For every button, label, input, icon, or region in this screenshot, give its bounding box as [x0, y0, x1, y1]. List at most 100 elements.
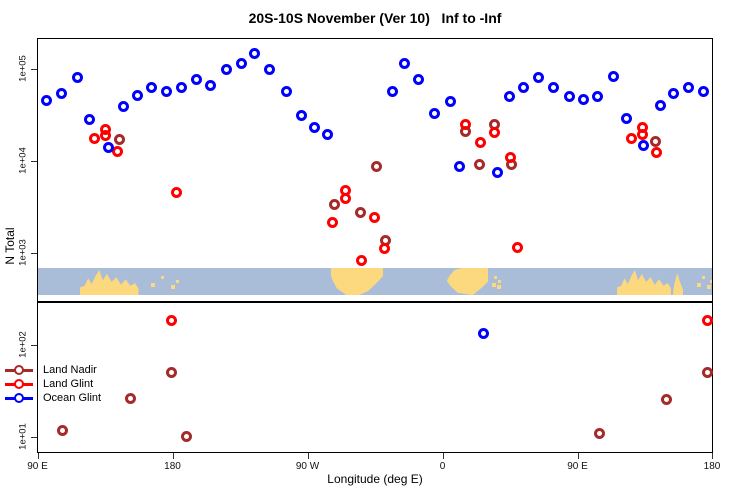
data-point-land-nadir	[701, 366, 713, 378]
data-point-land-glint	[650, 147, 662, 159]
data-point-ocean-glint	[698, 86, 710, 98]
land-patch-islands-west	[150, 282, 155, 287]
data-point-land-nadir	[125, 392, 137, 404]
x-axis-tick-label: 90 E	[567, 461, 588, 472]
data-point-ocean-glint	[71, 72, 83, 84]
data-point-ocean-glint	[668, 88, 680, 100]
y-axis-tick	[30, 344, 37, 346]
data-point-ocean-glint	[578, 93, 590, 105]
data-point-land-glint	[475, 137, 486, 149]
data-point-ocean-glint	[398, 57, 410, 69]
x-axis-tick-label: 180	[164, 461, 181, 472]
land-patch-australia	[80, 270, 139, 296]
data-point-ocean-glint	[413, 74, 425, 86]
legend-label: Land Glint	[43, 378, 94, 390]
legend-item-ocean-glint: Ocean Glint	[5, 391, 101, 405]
y-axis-title: N Total	[3, 227, 17, 265]
legend-item-land-nadir: Land Nadir	[5, 363, 101, 377]
land-patch-africa	[446, 267, 488, 296]
data-point-land-glint	[505, 151, 516, 163]
legend-circle	[14, 379, 24, 389]
data-point-land-glint	[340, 192, 351, 204]
data-point-land-glint	[701, 315, 713, 327]
data-point-land-glint	[326, 217, 338, 229]
data-point-ocean-glint	[236, 57, 248, 69]
y-axis-tick	[30, 160, 37, 162]
data-point-ocean-glint	[518, 82, 530, 94]
land-patch-madagascar	[492, 282, 497, 287]
legend-swatch	[5, 377, 33, 391]
data-point-land-nadir	[166, 366, 177, 378]
data-point-land-nadir	[650, 135, 662, 147]
x-axis-tick	[712, 453, 713, 459]
data-point-ocean-glint	[491, 167, 503, 179]
land-patch-madagascar	[496, 284, 501, 289]
data-point-land-nadir	[371, 161, 383, 173]
land-patch-islands-west	[160, 276, 164, 280]
data-point-land-nadir	[113, 134, 125, 146]
legend-label: Land Nadir	[43, 364, 97, 376]
land-patch-islands-east	[697, 282, 702, 287]
data-point-land-nadir	[661, 394, 672, 406]
data-point-ocean-glint	[118, 101, 129, 113]
data-point-land-glint	[170, 187, 182, 199]
panel-separator-line	[38, 301, 712, 304]
data-point-ocean-glint	[83, 113, 95, 125]
data-point-land-glint	[512, 241, 524, 253]
data-point-ocean-glint	[428, 107, 440, 119]
data-point-ocean-glint	[131, 89, 143, 101]
land-patch-islands-east	[707, 284, 712, 289]
plot-area	[37, 38, 713, 453]
data-point-land-nadir	[56, 425, 68, 437]
data-point-land-glint	[356, 254, 368, 266]
data-point-land-glint	[89, 132, 101, 144]
land-patch-islands-west	[170, 284, 175, 289]
data-point-land-glint	[166, 315, 177, 327]
data-point-ocean-glint	[454, 161, 465, 173]
y-axis-tick-label: 1e+03	[17, 239, 28, 266]
x-axis-tick-label: 0	[439, 461, 446, 472]
land-patch-madagascar	[497, 280, 501, 284]
data-point-ocean-glint	[533, 72, 545, 84]
land-patch-new-guinea	[672, 273, 683, 296]
data-point-ocean-glint	[322, 128, 333, 140]
data-point-ocean-glint	[445, 96, 456, 108]
data-point-ocean-glint	[281, 85, 293, 97]
y-axis-tick-label: 1e+02	[17, 331, 28, 358]
legend-circle	[14, 365, 24, 375]
y-axis-tick-label: 1e+04	[17, 147, 28, 174]
data-point-land-glint	[100, 129, 111, 141]
data-point-land-nadir	[593, 427, 605, 439]
data-point-land-nadir	[181, 431, 192, 443]
world-map-strip	[38, 267, 712, 296]
data-point-ocean-glint	[263, 64, 275, 76]
y-axis-tick	[30, 252, 37, 254]
x-axis-tick-label: 90 E	[27, 461, 48, 472]
data-point-land-glint	[460, 119, 471, 131]
data-point-ocean-glint	[608, 71, 620, 83]
x-axis-title: Longitude (deg E)	[327, 472, 423, 486]
land-patch-islands-east	[710, 280, 712, 284]
legend-swatch	[5, 391, 33, 405]
data-point-ocean-glint	[161, 86, 173, 98]
x-axis-tick	[307, 453, 309, 459]
y-axis-tick-label: 1e+01	[17, 423, 28, 450]
data-point-land-glint	[368, 212, 380, 224]
data-point-ocean-glint	[592, 90, 603, 102]
legend-label: Ocean Glint	[43, 392, 102, 404]
data-point-ocean-glint	[620, 112, 632, 124]
land-patch-islands-west	[176, 280, 180, 284]
land-patch-south-america	[330, 267, 383, 296]
x-axis-tick-label: 90 W	[295, 461, 320, 472]
data-point-ocean-glint	[478, 327, 489, 339]
data-point-ocean-glint	[308, 122, 320, 134]
data-point-land-glint	[637, 128, 648, 140]
data-point-land-glint	[379, 242, 390, 254]
data-point-ocean-glint	[103, 141, 114, 153]
x-axis-tick	[37, 453, 39, 459]
data-point-ocean-glint	[655, 100, 666, 112]
land-patch-australia-2	[617, 270, 671, 296]
data-point-ocean-glint	[296, 109, 308, 121]
data-point-land-nadir	[329, 198, 341, 210]
data-point-ocean-glint	[563, 90, 575, 102]
